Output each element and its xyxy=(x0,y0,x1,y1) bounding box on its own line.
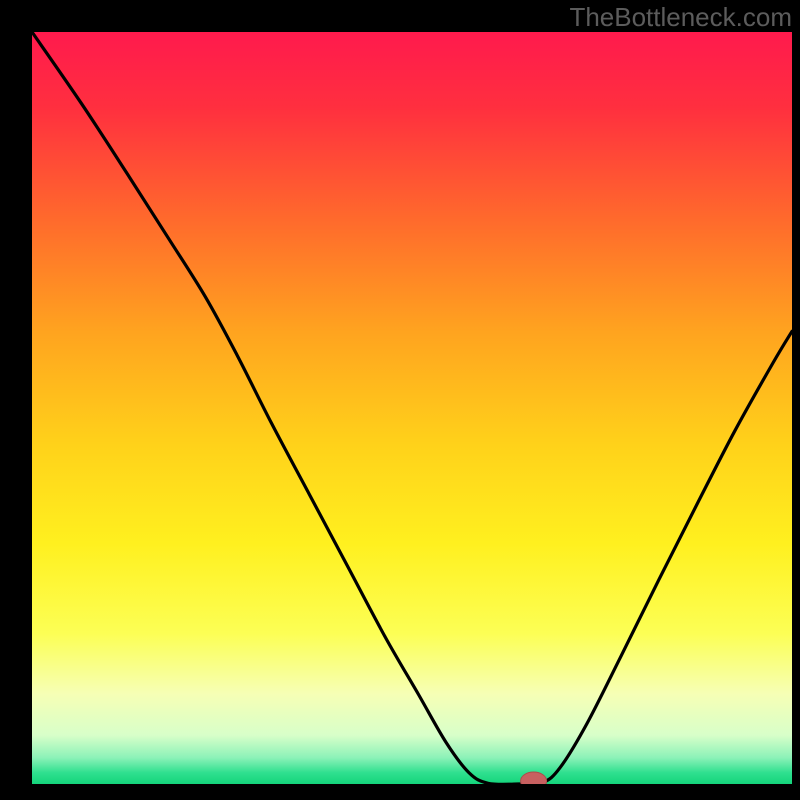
plot-svg xyxy=(32,32,792,784)
plot-area xyxy=(32,32,792,784)
gradient-bg xyxy=(32,32,792,784)
watermark-text: TheBottleneck.com xyxy=(569,2,792,33)
